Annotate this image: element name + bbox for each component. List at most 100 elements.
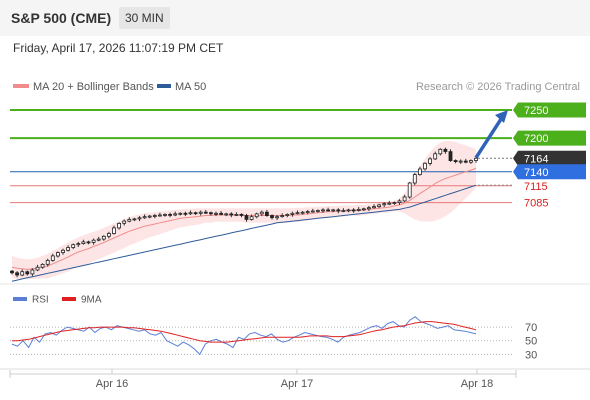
candle-body — [61, 249, 65, 253]
candle — [321, 208, 325, 213]
candle-body — [96, 238, 101, 241]
ma50-line — [11, 184, 477, 282]
candle-body — [351, 209, 356, 212]
x-tick-label: Apr 17 — [281, 378, 313, 390]
candle-body — [448, 151, 453, 162]
level-lines: 7250 7200 7164 7140 7115 7085 — [10, 102, 586, 210]
candle — [448, 149, 453, 162]
candle — [326, 207, 331, 212]
candle-body — [295, 212, 300, 215]
candle — [382, 202, 387, 208]
candle-body — [127, 219, 132, 222]
level-tag-label: 7115 — [524, 181, 548, 193]
candle — [15, 271, 20, 278]
candle-body — [219, 212, 224, 215]
candle — [433, 151, 438, 160]
candle-body — [178, 212, 183, 215]
ma20-legend-label: MA 20 + Bollinger Bands — [33, 81, 154, 93]
candle — [280, 213, 285, 218]
candle — [163, 213, 167, 217]
rsi-ma9-line — [12, 321, 477, 343]
candle — [239, 213, 244, 218]
candle-body — [412, 174, 417, 184]
level-tag-label: 7250 — [524, 105, 548, 117]
candle — [423, 162, 427, 171]
candle-body — [356, 208, 361, 211]
candle — [249, 214, 254, 221]
level-tag-7164: 7164 — [513, 150, 586, 166]
level-tag-bg — [513, 150, 586, 166]
candle-body — [331, 209, 336, 212]
candle-body — [142, 216, 147, 219]
candle — [428, 157, 433, 166]
candle — [117, 222, 121, 230]
candle-body — [101, 235, 106, 240]
rsi-tick-label: 50 — [525, 336, 537, 348]
ma20-line — [11, 167, 477, 270]
candle — [61, 248, 65, 255]
candle — [387, 200, 392, 205]
candle-body — [193, 212, 198, 215]
candle — [290, 211, 295, 217]
candle — [377, 203, 382, 209]
candle-body — [361, 208, 366, 211]
level-tag-label: 7140 — [524, 167, 548, 179]
candle-body — [168, 213, 173, 216]
candle — [366, 206, 371, 211]
candle-body — [321, 209, 325, 212]
x-tick-label: Apr 16 — [96, 378, 128, 390]
level-tag-bg — [513, 102, 586, 118]
candle-body — [458, 160, 463, 163]
candle-body — [30, 269, 35, 275]
candle-body — [397, 200, 402, 203]
candle-body — [173, 213, 178, 216]
candle-body — [157, 214, 162, 217]
candle — [341, 208, 346, 213]
candle-body — [198, 211, 203, 214]
rsi-legend-label: RSI — [32, 295, 49, 306]
candle-body — [433, 153, 438, 160]
candle — [264, 209, 269, 217]
candle — [438, 148, 443, 156]
candle — [157, 212, 162, 217]
candle — [147, 215, 152, 219]
ma50-legend-label: MA 50 — [175, 81, 206, 93]
candle-body — [275, 216, 280, 219]
candle — [402, 194, 407, 203]
candle-body — [214, 212, 218, 215]
candle-body — [270, 215, 274, 219]
level-tag-bg — [513, 164, 586, 180]
candle — [346, 208, 351, 213]
candle — [397, 199, 402, 205]
candle — [305, 209, 310, 215]
candle-body — [203, 211, 208, 214]
candle-body — [50, 255, 55, 261]
candle — [224, 212, 229, 217]
candle-body — [387, 202, 392, 205]
level-tag-bg — [513, 130, 586, 146]
timeframe-button[interactable]: 30 MIN — [119, 7, 170, 29]
candle-body — [336, 209, 341, 212]
candle — [234, 212, 239, 217]
candle — [81, 239, 86, 245]
candle — [392, 201, 397, 205]
candle-body — [259, 211, 264, 215]
candle-body — [35, 266, 40, 271]
candle — [315, 209, 320, 213]
candle-body — [382, 203, 387, 206]
candle-body — [407, 182, 412, 198]
candle — [178, 212, 183, 216]
candle-body — [249, 216, 254, 220]
candle-body — [377, 204, 382, 207]
x-tick-label: Apr 18 — [461, 378, 493, 390]
candle-body — [417, 168, 422, 175]
price-chart: 7250 7200 7164 7140 7115 7085 — [10, 102, 586, 282]
candle — [229, 212, 234, 218]
candle-body — [392, 202, 397, 205]
candle — [361, 207, 366, 211]
candle — [188, 210, 193, 215]
candle-body — [428, 158, 433, 164]
